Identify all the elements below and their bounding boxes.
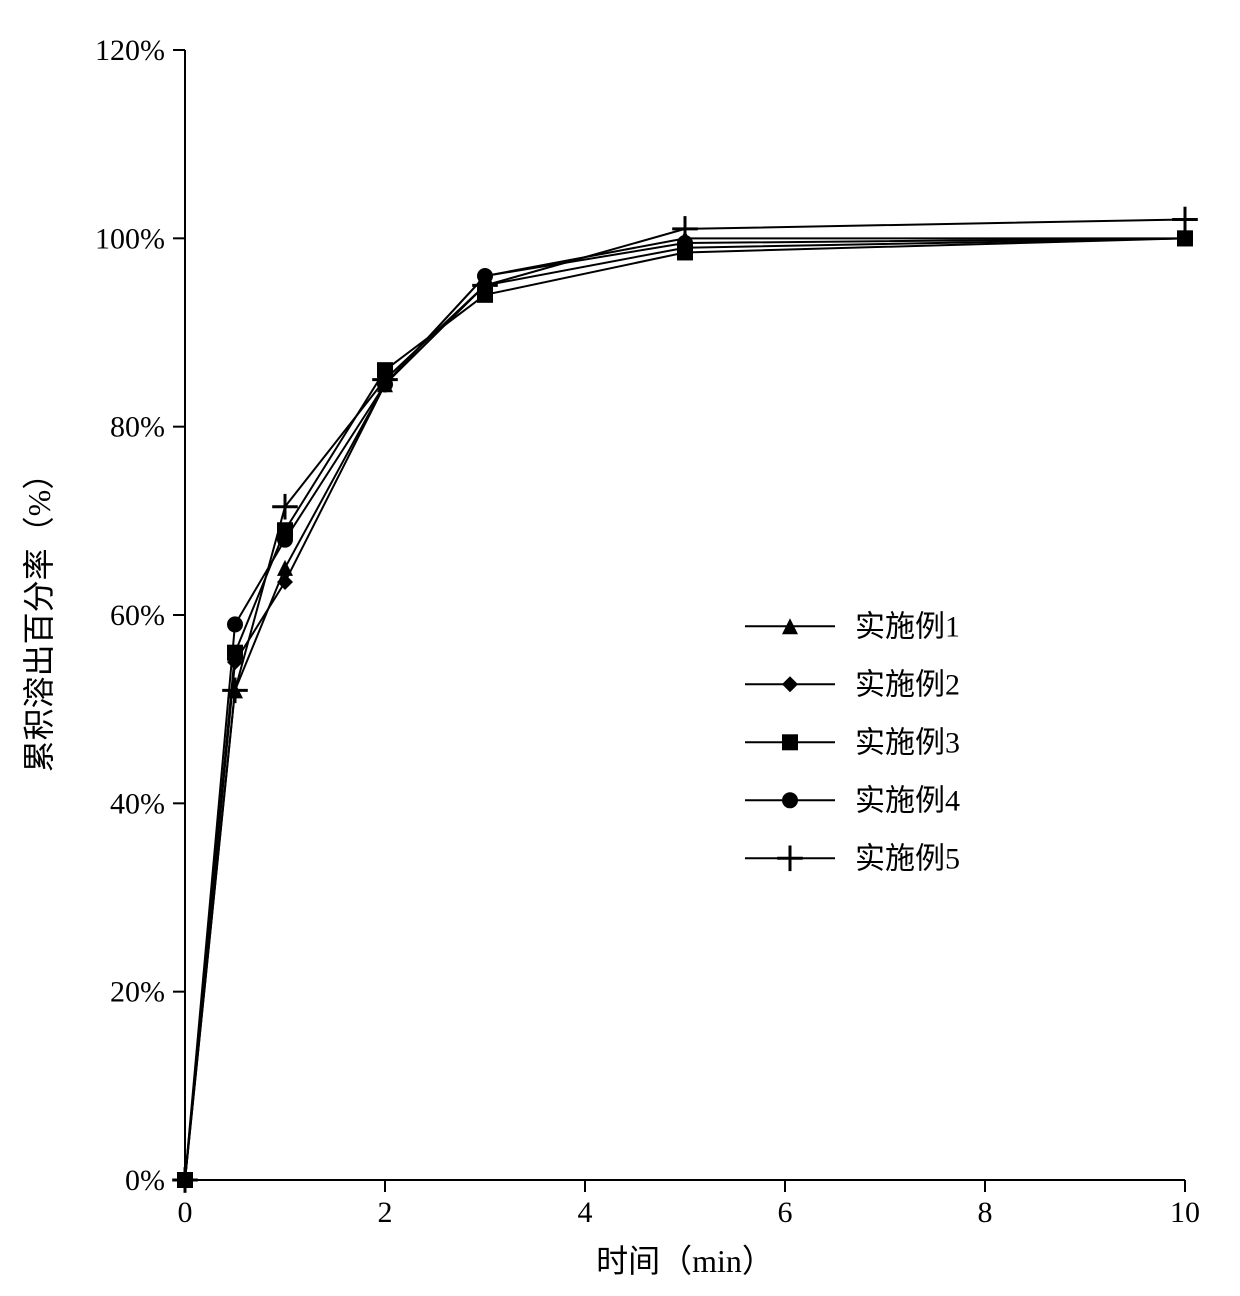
y-tick-label: 20% [110, 976, 165, 1009]
legend-label: 实施例4 [855, 784, 960, 817]
y-tick-label: 80% [110, 411, 165, 444]
y-tick-label: 120% [95, 34, 165, 67]
y-tick-label: 0% [125, 1164, 165, 1197]
x-tick-label: 4 [578, 1196, 593, 1229]
x-tick-label: 6 [778, 1196, 793, 1229]
y-tick-label: 100% [95, 222, 165, 255]
legend-label: 实施例1 [855, 610, 960, 643]
x-axis-title: 时间（min） [596, 1243, 774, 1279]
y-axis-title: 累积溶出百分率（%） [21, 458, 57, 773]
x-tick-label: 0 [178, 1196, 193, 1229]
dissolution-chart: 0 2 4 6 8 10 时间（min） 0% 20% 40% 60% 80% 100% 120% 累积溶出… [0, 0, 1240, 1296]
x-tick-label: 8 [978, 1196, 993, 1229]
y-tick-label: 40% [110, 787, 165, 820]
legend-label: 实施例5 [855, 842, 960, 875]
legend-label: 实施例3 [855, 726, 960, 759]
x-tick-label: 2 [378, 1196, 393, 1229]
legend-label: 实施例2 [855, 668, 960, 701]
x-tick-label: 10 [1170, 1196, 1200, 1229]
y-tick-label: 60% [110, 599, 165, 632]
